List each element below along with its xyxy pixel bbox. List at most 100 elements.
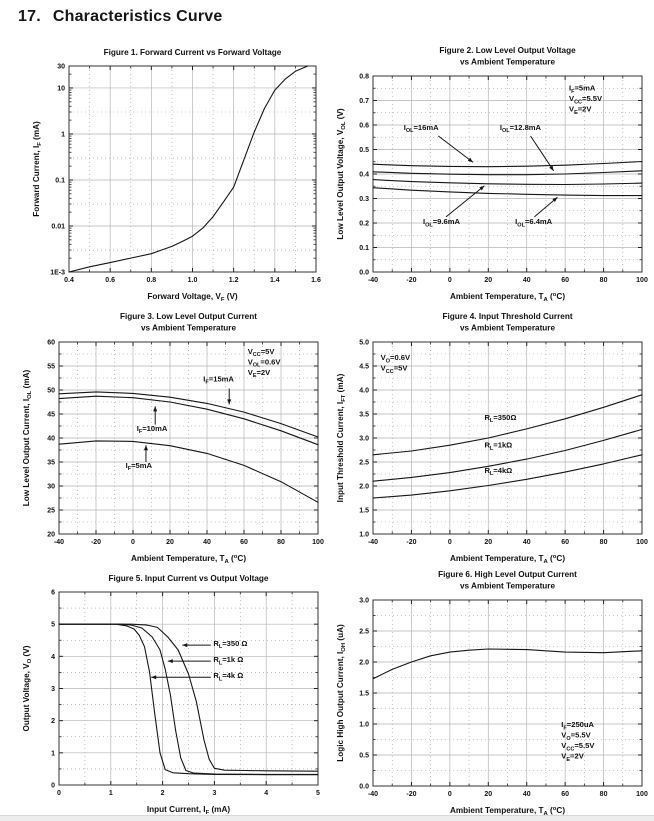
svg-text:IOL=9.6mA: IOL=9.6mA	[423, 217, 461, 228]
svg-text:Figure 2. Low Level Output Vol: Figure 2. Low Level Output Voltage	[439, 46, 576, 55]
svg-text:60: 60	[561, 539, 569, 546]
svg-text:RL=350 Ω: RL=350 Ω	[213, 639, 247, 650]
figure-3-chart: -40 -20 0 20 40 60 80 100 20 25 30 35 40 45 50 55 60 VCC=…	[22, 312, 324, 565]
svg-text:3: 3	[212, 790, 216, 797]
svg-text:0.0: 0.0	[359, 270, 369, 277]
figure-3-low-level-output-current: -40 -20 0 20 40 60 80 100 20 25 30 35 40 45 50 55 60 VCC=…	[19, 308, 327, 566]
svg-text:80: 80	[600, 277, 608, 284]
svg-text:2.5: 2.5	[359, 629, 369, 636]
svg-text:2.0: 2.0	[359, 660, 369, 667]
svg-text:0.0: 0.0	[359, 784, 369, 791]
svg-text:VCC=5V: VCC=5V	[381, 364, 409, 375]
svg-text:30: 30	[57, 64, 65, 71]
svg-text:-40: -40	[54, 539, 64, 546]
svg-text:2.5: 2.5	[359, 460, 369, 467]
svg-text:VCC=5V: VCC=5V	[248, 347, 276, 358]
svg-text:80: 80	[277, 539, 285, 546]
svg-text:Output Voltage, VO (V): Output Voltage, VO (V)	[22, 645, 33, 731]
svg-text:1.5: 1.5	[359, 508, 369, 515]
figure-1-chart: 0.4 0.6 0.8 1.0 1.2 1.4 1.6 1E-3 0.01 0.1 1 10 30 Fig…	[32, 48, 321, 303]
svg-text:0: 0	[448, 539, 452, 546]
svg-text:1: 1	[51, 750, 55, 757]
svg-text:-20: -20	[406, 791, 416, 798]
svg-text:20: 20	[47, 532, 55, 539]
svg-text:Ambient Temperature, TA (oC): Ambient Temperature, TA (oC)	[450, 806, 565, 817]
svg-text:VCC=5.5V: VCC=5.5V	[569, 94, 603, 105]
svg-text:IOL=12.8mA: IOL=12.8mA	[500, 123, 542, 134]
svg-text:0: 0	[448, 277, 452, 284]
svg-text:0.3: 0.3	[359, 196, 369, 203]
svg-text:-20: -20	[406, 277, 416, 284]
svg-text:IOL=16mA: IOL=16mA	[404, 123, 439, 134]
section-title: Characteristics Curve	[52, 8, 223, 25]
svg-text:Ambient Temperature, TA (oC): Ambient Temperature, TA (oC)	[450, 554, 565, 565]
svg-text:vs Ambient Temperature: vs Ambient Temperature	[460, 324, 556, 333]
svg-text:50: 50	[47, 388, 55, 395]
svg-text:1.5: 1.5	[359, 691, 369, 698]
svg-text:0: 0	[51, 783, 55, 790]
page-bottom-strip	[0, 815, 654, 821]
svg-text:35: 35	[47, 460, 55, 467]
svg-text:2.0: 2.0	[359, 484, 369, 491]
svg-text:-20: -20	[406, 539, 416, 546]
svg-text:Figure 5. Input Current vs Out: Figure 5. Input Current vs Output Voltag…	[109, 574, 269, 583]
svg-text:2: 2	[161, 790, 165, 797]
svg-text:vs Ambient Temperature: vs Ambient Temperature	[460, 582, 556, 591]
svg-text:0.6: 0.6	[105, 277, 115, 284]
svg-text:-40: -40	[368, 791, 378, 798]
svg-text:1: 1	[109, 790, 113, 797]
svg-text:VO=0.6V: VO=0.6V	[381, 353, 411, 364]
svg-text:IF=15mA: IF=15mA	[203, 374, 234, 385]
svg-text:0.4: 0.4	[359, 172, 369, 179]
figure-5-input-current-vs-output-voltage: 0 1 2 3 4 5 0 1 2 3 4 5 6 RL=350 Ω RL=1k Ω RL=4k Ω Figur…	[19, 570, 327, 817]
section-heading: 17. Characteristics Curve	[18, 8, 222, 26]
svg-text:0.5: 0.5	[359, 753, 369, 760]
svg-text:3: 3	[51, 686, 55, 693]
svg-text:0.5: 0.5	[359, 147, 369, 154]
svg-text:100: 100	[636, 791, 648, 798]
svg-text:Low Level Output Voltage, VOL: Low Level Output Voltage, VOL (V)	[336, 108, 347, 240]
svg-text:VCC=5.5V: VCC=5.5V	[561, 741, 595, 752]
svg-text:0.8: 0.8	[359, 74, 369, 81]
svg-text:Ambient Temperature, TA (oC): Ambient Temperature, TA (oC)	[131, 554, 246, 565]
figure-2-low-level-output-voltage: -40 -20 0 20 40 60 80 100 0.0 0.1 0.2 0.3 0.4 0.5 0.6 0…	[333, 42, 651, 304]
svg-text:80: 80	[600, 539, 608, 546]
svg-text:40: 40	[203, 539, 211, 546]
svg-text:IF=5mA: IF=5mA	[126, 461, 153, 472]
svg-text:40: 40	[523, 791, 531, 798]
svg-text:IF=250uA: IF=250uA	[561, 720, 594, 731]
svg-text:40: 40	[47, 436, 55, 443]
figure-1-forward-current-vs-forward-voltage: 0.4 0.6 0.8 1.0 1.2 1.4 1.6 1E-3 0.01 0.1 1 10 30 Fig…	[29, 44, 325, 304]
svg-text:Figure 1. Forward Current vs F: Figure 1. Forward Current vs Forward Vol…	[104, 48, 282, 57]
svg-text:80: 80	[600, 791, 608, 798]
svg-text:Low Level Output Current, IOL: Low Level Output Current, IOL (mA)	[22, 369, 33, 506]
svg-text:RL=4k Ω: RL=4k Ω	[213, 671, 243, 682]
svg-text:20: 20	[484, 277, 492, 284]
svg-text:100: 100	[636, 539, 648, 546]
svg-text:VOL=0.6V: VOL=0.6V	[248, 358, 282, 369]
svg-text:Figure 3. Low Level Output Cur: Figure 3. Low Level Output Current	[120, 312, 257, 321]
svg-text:20: 20	[484, 539, 492, 546]
svg-text:0.2: 0.2	[359, 221, 369, 228]
svg-text:1.0: 1.0	[359, 722, 369, 729]
svg-text:IF=10mA: IF=10mA	[137, 424, 168, 435]
svg-text:1.6: 1.6	[311, 277, 321, 284]
svg-text:1E-3: 1E-3	[50, 270, 65, 277]
svg-text:0.6: 0.6	[359, 123, 369, 130]
svg-text:1.0: 1.0	[188, 277, 198, 284]
svg-text:3.0: 3.0	[359, 436, 369, 443]
svg-text:20: 20	[484, 791, 492, 798]
svg-text:55: 55	[47, 364, 55, 371]
svg-text:vs Ambient Temperature: vs Ambient Temperature	[141, 324, 237, 333]
svg-text:3.5: 3.5	[359, 412, 369, 419]
svg-text:-20: -20	[91, 539, 101, 546]
svg-text:0: 0	[57, 790, 61, 797]
figure-6-chart: -40 -20 0 20 40 60 80 100 0.0 0.5 1.0 1.5 2.0 2.5 3.0 I…	[336, 570, 648, 817]
figure-4-input-threshold-current: -40 -20 0 20 40 60 80 100 1.0 1.5 2.0 2.5 3.0 3.5 4.0 4…	[333, 308, 651, 566]
svg-text:6: 6	[51, 590, 55, 597]
svg-text:Input Threshold Current, IFT (: Input Threshold Current, IFT (mA)	[336, 373, 347, 502]
svg-text:0.7: 0.7	[359, 98, 369, 105]
svg-text:1.4: 1.4	[270, 277, 280, 284]
svg-text:0.1: 0.1	[55, 177, 65, 184]
